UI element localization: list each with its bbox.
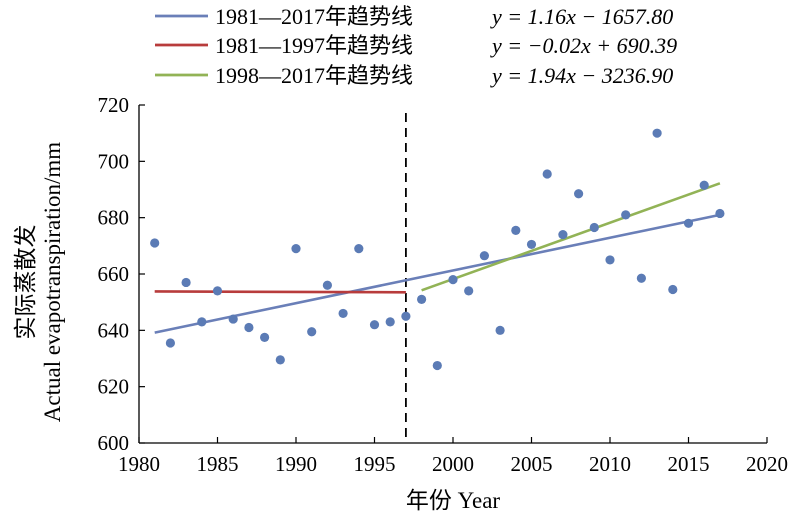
data-point (244, 322, 254, 333)
data-points (150, 128, 725, 371)
y-axis-label-en: Actual evapotranspiration/mm (40, 142, 65, 423)
trend-line (154, 290, 406, 294)
axes (138, 105, 767, 444)
x-tick-label: 2005 (511, 452, 553, 476)
data-point (652, 128, 662, 138)
y-tick-label: 680 (98, 206, 130, 230)
data-point (526, 239, 537, 250)
x-tick-label: 2020 (746, 452, 788, 476)
legend: 1981—2017年趋势线 y = 1.16x − 1657.80 1981—199… (155, 4, 677, 88)
data-point (212, 286, 223, 296)
x-tick-label: 1995 (354, 452, 396, 476)
data-point (589, 222, 599, 233)
data-point (181, 277, 191, 288)
data-point (165, 338, 175, 348)
x-tick-label: 1985 (197, 452, 239, 476)
data-point (668, 284, 678, 295)
y-tick-label: 660 (98, 262, 130, 286)
data-point (307, 327, 317, 337)
data-point (417, 294, 427, 304)
data-point (338, 308, 348, 319)
y-axis-label-group: 实际蒸散发 Actual evapotranspiration/mm (13, 142, 65, 423)
legend-equation: y = 1.94x − 3236.90 (490, 63, 673, 88)
x-tick-label: 2015 (668, 452, 710, 476)
legend-equation: y = −0.02x + 690.39 (490, 33, 677, 58)
legend-equation: y = 1.16x − 1657.80 (490, 4, 673, 29)
trend-lines (154, 182, 721, 334)
data-point (448, 275, 458, 285)
y-axis-label-cn: 实际蒸散发 (13, 225, 38, 340)
data-point (275, 355, 285, 365)
y-tick-label: 600 (98, 431, 130, 455)
data-point (542, 169, 552, 179)
data-point (574, 189, 584, 199)
data-point (464, 286, 474, 296)
data-point (260, 332, 270, 342)
x-tick-label: 1990 (275, 452, 317, 476)
data-point (197, 317, 207, 327)
x-axis-label: 年份 Year (406, 488, 500, 513)
y-tick-label: 720 (98, 93, 130, 117)
y-tick-label: 620 (98, 375, 130, 399)
x-tick-label: 1980 (118, 452, 160, 476)
legend-label: 1981—2017年趋势线 (215, 4, 413, 29)
x-tick-label: 2000 (432, 452, 474, 476)
y-tick-label: 700 (98, 149, 130, 173)
data-point (432, 360, 442, 371)
data-point (636, 273, 647, 283)
data-point (699, 180, 709, 190)
data-point (385, 317, 395, 327)
data-point (621, 210, 631, 220)
legend-label: 1998—2017年趋势线 (215, 63, 413, 88)
data-point (479, 251, 489, 261)
legend-label: 1981—1997年趋势线 (215, 33, 413, 58)
data-point (354, 244, 364, 254)
data-point (605, 255, 615, 265)
data-point (401, 311, 411, 321)
trend-line (154, 213, 721, 334)
data-point (228, 314, 238, 324)
data-point (495, 325, 505, 335)
y-tick-label: 640 (98, 318, 130, 342)
data-point (291, 244, 301, 254)
x-tick-label: 2010 (589, 452, 631, 476)
data-point (150, 238, 160, 248)
data-point (511, 225, 521, 235)
data-point (369, 320, 380, 330)
data-point (715, 208, 725, 219)
data-point (322, 280, 332, 290)
ticks: 1980 1985 1990 1995 2000 2005 2010 2015 2020 600 6… (98, 93, 789, 476)
data-point (558, 229, 568, 240)
trend-line (421, 182, 721, 292)
data-point (683, 218, 694, 228)
